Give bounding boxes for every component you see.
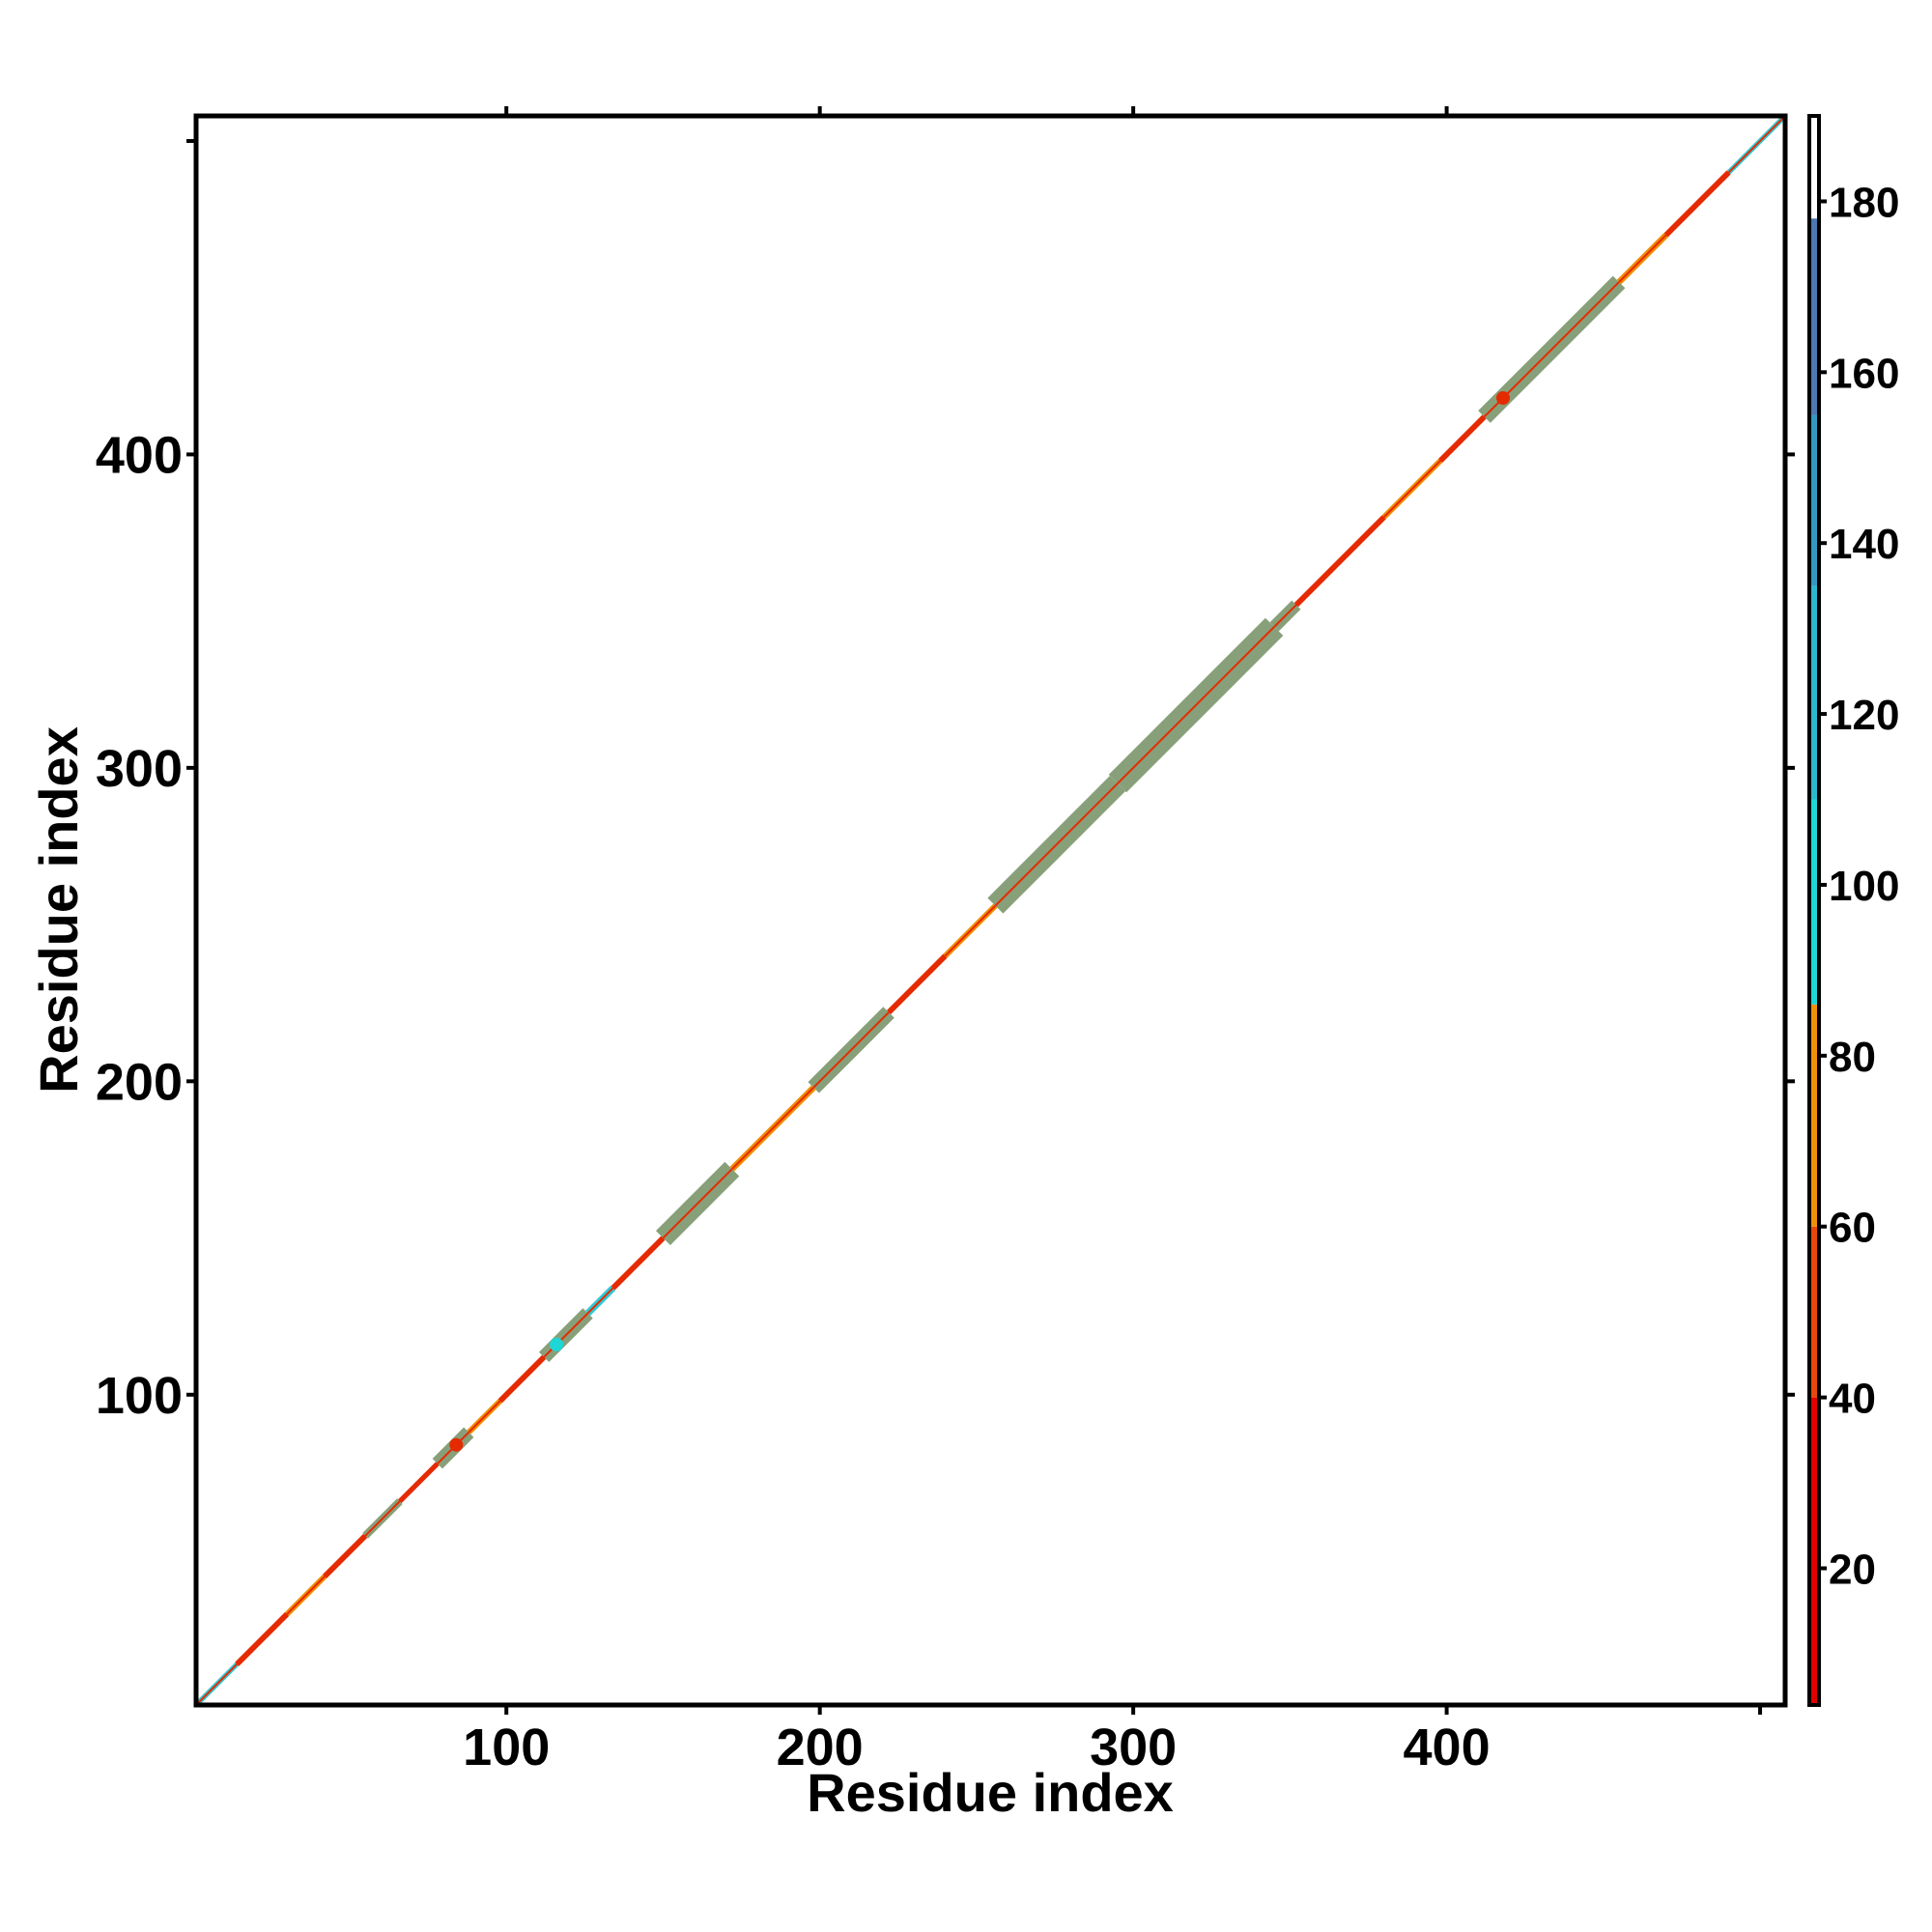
- diagonal-core: [812, 1011, 890, 1089]
- diagonal-core: [731, 1087, 814, 1170]
- diagonal-core: [364, 1500, 401, 1537]
- colorbar-tick-label: 140: [1829, 521, 1899, 568]
- diagonal-core: [543, 1312, 589, 1358]
- diagonal-core: [611, 1236, 665, 1290]
- colorbar-tick-label: 60: [1829, 1205, 1876, 1252]
- colorbar-band: [1809, 1004, 1819, 1227]
- colorbar-tick-label: 160: [1829, 350, 1899, 397]
- diagonal-core: [324, 1535, 366, 1577]
- colorbar-band: [1809, 1397, 1819, 1705]
- y-tick-label: 300: [96, 740, 183, 798]
- colorbar-tick-label: 100: [1829, 863, 1899, 910]
- diagonal-core: [468, 1400, 501, 1434]
- plot-area: [194, 114, 1787, 1707]
- colorbar: 20 40 60 80 100 120 140 160 180: [1807, 114, 1899, 1707]
- diagonal-core: [1273, 604, 1297, 628]
- y-axis: 100 200 300 400: [96, 138, 1795, 1425]
- colorbar-frame: [1807, 114, 1821, 1707]
- x-tick-label: 400: [1404, 1719, 1491, 1776]
- diagonal-core: [1618, 234, 1667, 283]
- diagonal-core: [1727, 115, 1786, 174]
- diagonal-core: [195, 1663, 238, 1706]
- diagonal-core: [662, 1168, 733, 1239]
- x-axis-title: Residue index: [807, 1762, 1174, 1823]
- contact-point: [449, 1437, 464, 1452]
- y-axis-title: Residue index: [28, 726, 89, 1094]
- diagonal-core: [399, 1463, 439, 1502]
- plot-frame: [193, 113, 1788, 1708]
- colorbar-band: [1809, 1226, 1819, 1398]
- diagonal-core: [944, 904, 997, 957]
- diagonal-core: [994, 782, 1119, 907]
- colorbar-band: [1809, 799, 1819, 1005]
- x-tick-label: 100: [463, 1719, 550, 1776]
- diagonal-core: [888, 954, 947, 1013]
- colorbar-tick-label: 20: [1829, 1546, 1876, 1593]
- contact-point: [550, 1337, 564, 1351]
- diagonal-core: [499, 1356, 545, 1402]
- diagonal-core: [1117, 626, 1275, 784]
- y-tick-label: 100: [96, 1367, 183, 1425]
- diagonal-core: [1439, 415, 1486, 462]
- colorbar-tick-label: 180: [1829, 179, 1899, 226]
- x-axis: 100 200 300 400: [463, 106, 1763, 1776]
- x-tick-label: 200: [777, 1719, 864, 1776]
- colorbar-tick-label: 120: [1829, 692, 1899, 739]
- colorbar-tick-label: 40: [1829, 1376, 1876, 1423]
- colorbar-band: [1809, 414, 1819, 586]
- y-tick-label: 200: [96, 1053, 183, 1111]
- diagonal-core: [1382, 460, 1441, 519]
- contact-point: [1495, 391, 1510, 406]
- x-tick-label: 300: [1090, 1719, 1177, 1776]
- colorbar-tick-label: 80: [1829, 1034, 1876, 1081]
- diagonal-core: [1664, 171, 1730, 237]
- y-tick-label: 400: [96, 426, 183, 484]
- colorbar-band: [1809, 218, 1819, 415]
- diagonal-core: [1295, 516, 1385, 606]
- colorbar-band: [1809, 116, 1819, 219]
- colorbar-band: [1809, 585, 1819, 800]
- diagonal-core: [286, 1576, 326, 1615]
- diagonal-core: [586, 1287, 614, 1315]
- diagonal-core: [236, 1613, 288, 1665]
